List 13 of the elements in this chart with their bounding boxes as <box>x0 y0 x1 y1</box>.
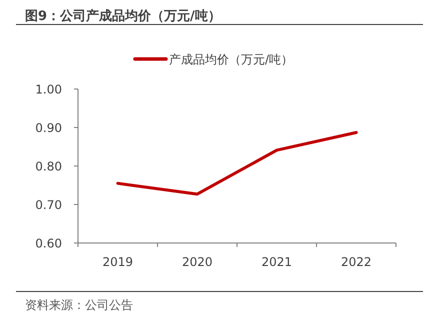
y-tick-label: 0.70 <box>35 198 62 212</box>
x-tick-label: 2019 <box>102 255 134 269</box>
y-tick-label: 0.60 <box>35 236 62 250</box>
x-tick-label: 2020 <box>182 255 213 269</box>
y-tick-label: 0.80 <box>35 160 62 174</box>
x-tick-label: 2021 <box>261 255 292 269</box>
legend-label: 产成品均价（万元/吨） <box>168 52 294 66</box>
y-tick-label: 1.00 <box>35 82 62 96</box>
text: 资料来源：公司公告 <box>25 298 133 312</box>
y-tick-label: 0.90 <box>35 121 62 135</box>
line-series <box>116 131 358 196</box>
x-tick-label: 2022 <box>340 255 372 269</box>
chart-title: 图9：公司产成品均价（万元/吨） <box>25 8 221 24</box>
